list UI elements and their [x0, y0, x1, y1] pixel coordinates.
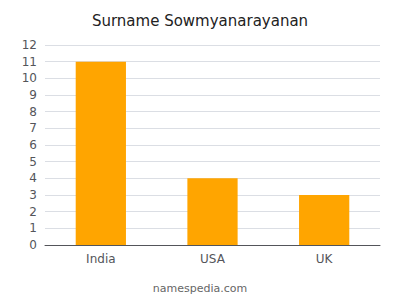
- svg-text:6: 6: [29, 138, 37, 152]
- svg-text:7: 7: [29, 121, 37, 135]
- svg-text:USA: USA: [200, 252, 226, 266]
- svg-text:8: 8: [29, 105, 37, 119]
- svg-text:namespedia.com: namespedia.com: [153, 282, 247, 295]
- svg-text:4: 4: [29, 171, 37, 185]
- svg-text:5: 5: [29, 155, 37, 169]
- svg-text:0: 0: [29, 238, 37, 252]
- svg-text:10: 10: [22, 71, 37, 85]
- svg-text:Surname Sowmyanarayanan: Surname Sowmyanarayanan: [92, 12, 308, 30]
- svg-text:2: 2: [29, 205, 37, 219]
- svg-text:UK: UK: [316, 252, 334, 266]
- svg-text:9: 9: [29, 88, 37, 102]
- svg-text:3: 3: [29, 188, 37, 202]
- svg-text:12: 12: [22, 38, 37, 52]
- svg-text:11: 11: [22, 55, 37, 69]
- svg-text:India: India: [86, 252, 115, 266]
- svg-text:1: 1: [29, 221, 37, 235]
